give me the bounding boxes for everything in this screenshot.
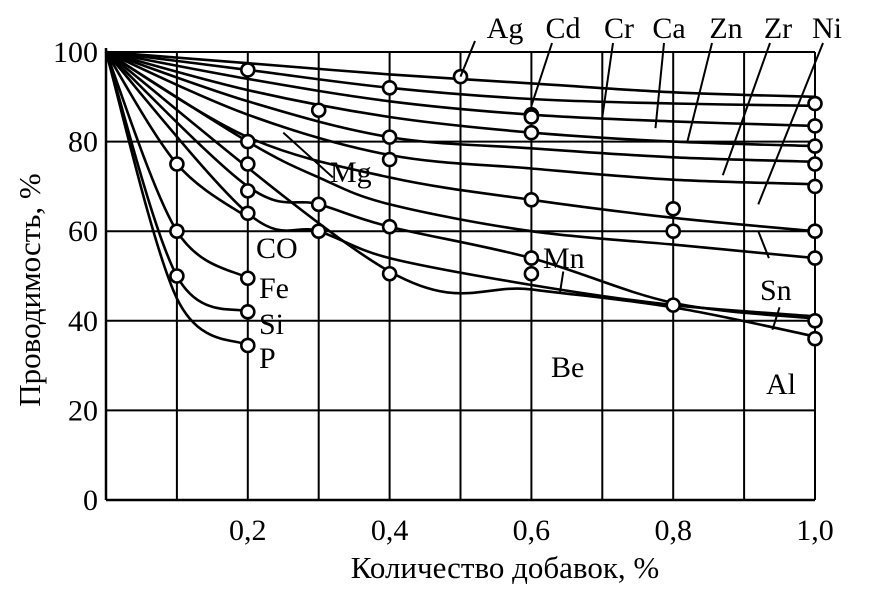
- series-line-p: [104, 51, 249, 347]
- marker-cd: [240, 62, 256, 78]
- series-label-zn: Zn: [709, 12, 742, 45]
- series-line-zr: [105, 50, 816, 186]
- marker-fe: [169, 223, 185, 239]
- series-line-cd: [105, 50, 816, 108]
- series-label-cd: Cd: [545, 12, 580, 45]
- marker-be: [665, 297, 682, 313]
- series-line-fe: [104, 51, 249, 280]
- marker-si: [240, 304, 256, 320]
- marker-mn: [240, 156, 256, 172]
- y-tick-label: 40: [68, 305, 98, 338]
- marker-mg: [807, 250, 823, 266]
- leader-line-sn: [757, 230, 770, 259]
- y-tick-label: 0: [83, 484, 98, 517]
- marker-mn: [310, 196, 327, 213]
- marker-cd: [381, 80, 398, 96]
- marker-cr: [807, 118, 823, 134]
- y-tick-label: 60: [68, 215, 98, 248]
- series-line-cr: [105, 50, 816, 128]
- x-tick-label: 0,2: [229, 514, 267, 547]
- series-label-mn: Mn: [543, 242, 585, 275]
- series-label-zr: Zr: [764, 12, 792, 45]
- x-tick-label: 0,8: [654, 514, 692, 547]
- marker-zr: [807, 178, 823, 195]
- marker: [523, 109, 540, 125]
- marker-co: [169, 156, 185, 172]
- marker-zn: [381, 129, 398, 145]
- series-label-sn: Sn: [760, 274, 792, 307]
- x-axis-title: Количество добавок, %: [351, 550, 660, 585]
- leader-line-ni: [757, 42, 824, 205]
- series-label-be: Be: [551, 351, 584, 384]
- series-label-al: Al: [766, 368, 796, 401]
- leader-line-ca: [654, 42, 665, 129]
- marker-mg: [310, 102, 327, 119]
- marker-mn: [381, 218, 398, 235]
- leader-line-cr: [601, 42, 614, 118]
- marker-be: [310, 223, 327, 239]
- marker-ni: [523, 192, 540, 208]
- series-label-co: CO: [256, 232, 298, 265]
- marker-ca: [523, 124, 540, 141]
- y-tick-label: 80: [68, 126, 98, 159]
- x-tick-label: 1,0: [796, 514, 834, 547]
- marker-mn: [665, 223, 682, 239]
- marker-ca: [807, 138, 823, 154]
- marker-si: [169, 268, 185, 284]
- leader-line-be: [558, 271, 565, 295]
- marker-be: [240, 183, 256, 199]
- marker-ni: [807, 223, 823, 239]
- marker-be: [807, 312, 823, 329]
- marker-mg: [240, 133, 256, 150]
- tick-labels: 0,2 0,4 0,6 0,8 1,0 0 20 40 60 80 100: [53, 36, 834, 547]
- marker-ni: [665, 201, 682, 217]
- marker-fe: [240, 270, 256, 287]
- marker-al: [807, 330, 823, 347]
- markers: [169, 62, 823, 354]
- series-label-ni: Ni: [812, 12, 842, 45]
- leader-line-ag: [459, 40, 476, 78]
- series-label-fe: Fe: [259, 272, 289, 305]
- y-tick-label: 100: [53, 36, 98, 69]
- series-label-p: P: [259, 342, 276, 375]
- leader-line-al: [771, 307, 781, 331]
- series-line-ni: [105, 50, 816, 233]
- series-line-ca: [105, 50, 816, 148]
- series-label-ag: Ag: [487, 12, 524, 45]
- axes: [104, 48, 815, 502]
- marker-mn: [523, 250, 540, 266]
- leader-line-zr: [721, 42, 771, 176]
- series-label-mg: Mg: [330, 156, 372, 189]
- marker-al: [381, 265, 398, 282]
- leader-line-mg: [282, 131, 334, 179]
- series-label-ca: Ca: [652, 12, 685, 45]
- y-axis-title: Проводимость, %: [12, 173, 47, 406]
- series-label-si: Si: [259, 308, 284, 341]
- marker-zr: [381, 151, 398, 168]
- marker-cd: [807, 95, 823, 112]
- series-line-zn: [105, 50, 816, 164]
- x-tick-label: 0,6: [513, 514, 551, 547]
- leader-line-zn: [686, 42, 713, 142]
- marker-co: [240, 205, 256, 222]
- y-tick-label: 20: [68, 394, 98, 427]
- leader-line-cd: [530, 42, 553, 107]
- x-tick-label: 0,4: [371, 514, 409, 547]
- marker-p: [240, 337, 256, 354]
- marker-be: [523, 265, 540, 282]
- series-label-cr: Cr: [604, 12, 634, 45]
- marker-zn: [807, 156, 823, 172]
